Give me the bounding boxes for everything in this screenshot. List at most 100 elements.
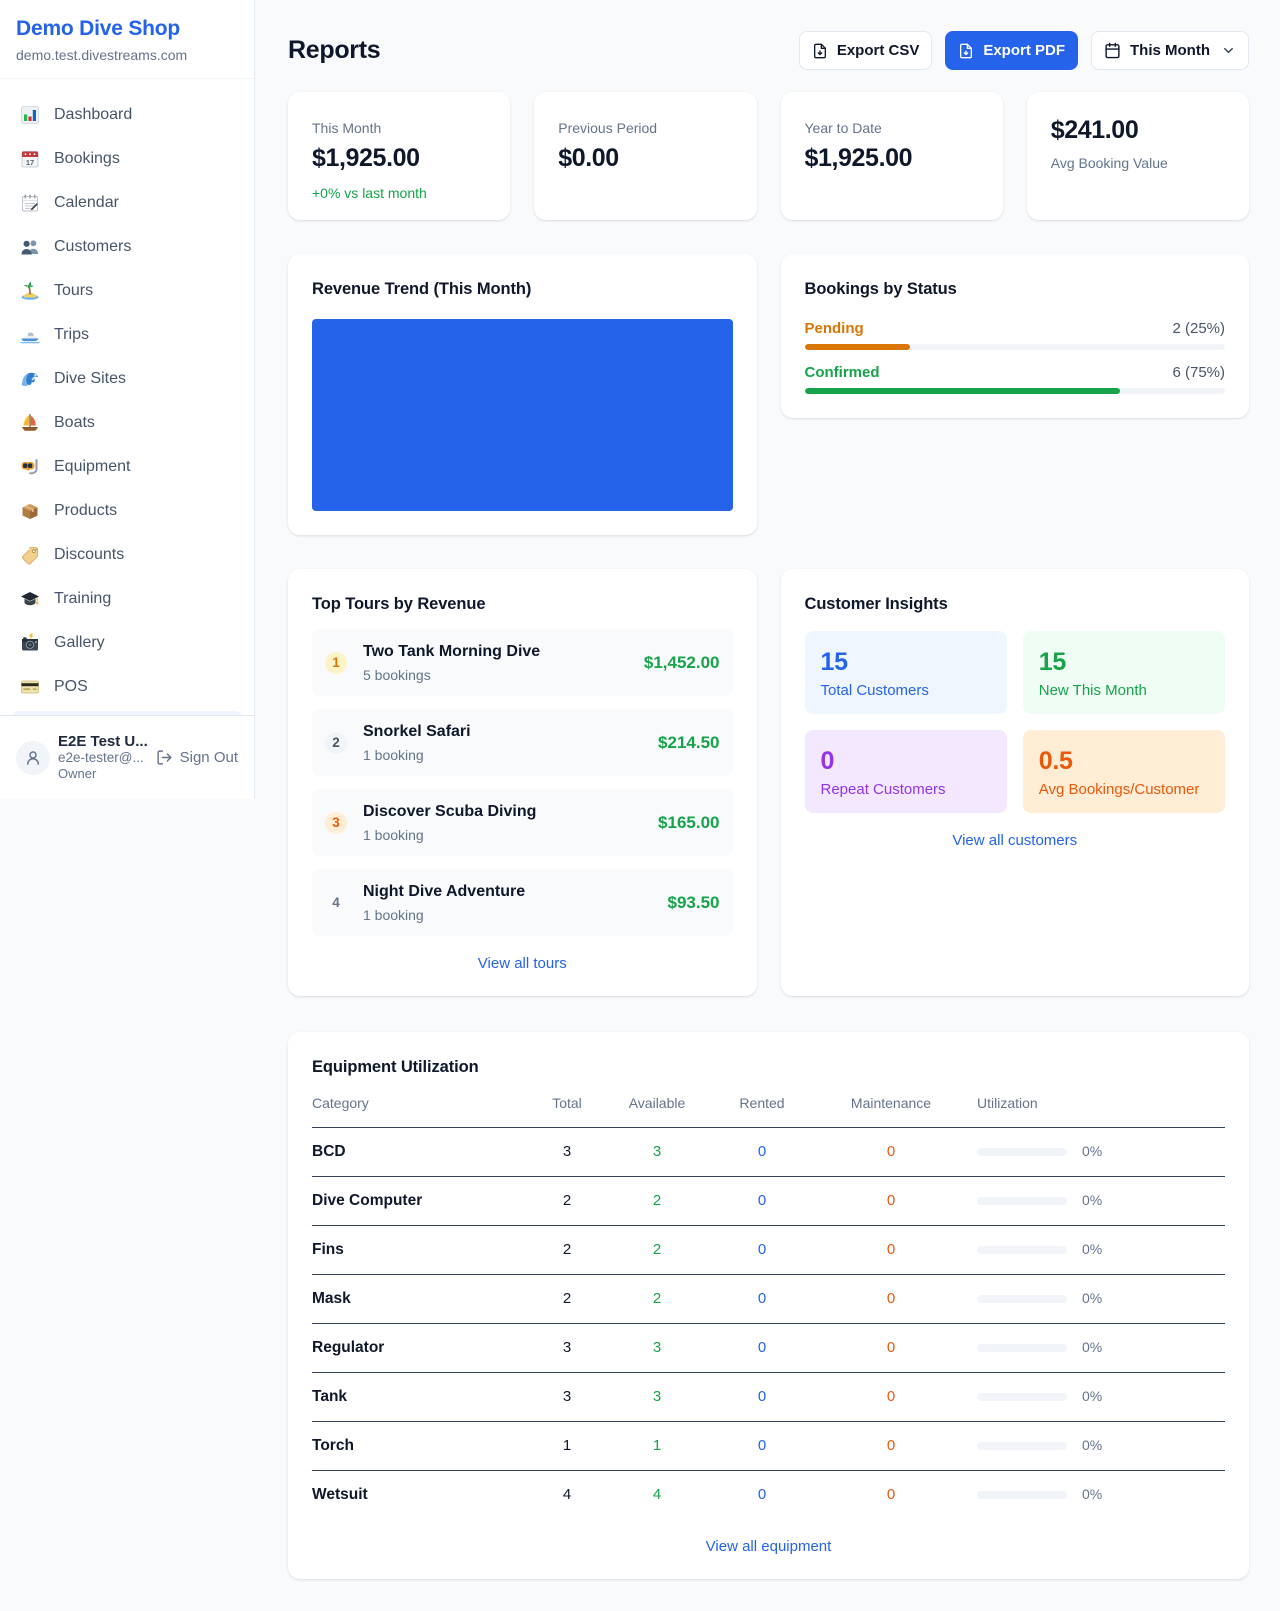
insight-tile-avg-bookings: 0.5 Avg Bookings/Customer [1022, 730, 1225, 813]
equipment-category: Regulator [312, 1323, 512, 1373]
tour-meta: Two Tank Morning Dive 5 bookings [363, 642, 628, 684]
sidebar-item-boats[interactable]: Boats [11, 403, 243, 443]
equipment-utilization-cell: 0% [950, 1176, 1225, 1226]
tour-row: 3 Discover Scuba Diving 1 booking $165.0… [312, 789, 733, 856]
revenue-trend-chart [312, 319, 733, 511]
insight-value: 0.5 [1038, 747, 1073, 775]
status-bar-fill [804, 344, 910, 350]
stat-card-year-to-date: Year to Date $1,925.00 [780, 92, 1003, 220]
insight-value: 0 [820, 747, 835, 775]
equipment-utilization-cell: 0% [950, 1274, 1225, 1324]
insight-grid: 15 Total Customers 15 New This Month 0 R… [804, 631, 1225, 813]
insight-label: Avg Bookings/Customer [1038, 781, 1200, 798]
stat-card-previous-period: Previous Period $0.00 [534, 92, 757, 220]
stat-value: $1,925.00 [312, 144, 420, 172]
sidebar-item-dashboard[interactable]: Dashboard [11, 95, 243, 135]
equipment-category: Tank [312, 1372, 512, 1422]
sidebar-item-gallery[interactable]: Gallery [11, 623, 243, 663]
equipment-rented: 0 [692, 1274, 832, 1324]
equipment-total: 1 [512, 1421, 622, 1471]
sidebar-item-label: Gallery [54, 634, 105, 651]
util-wrap: 0% [977, 1191, 1225, 1210]
util-wrap: 0% [977, 1436, 1225, 1455]
equipment-row: Dive Computer 2 2 0 0 0% [312, 1176, 1225, 1226]
sidebar-item-label: Dive Sites [54, 370, 127, 387]
insight-label: Total Customers [820, 682, 929, 699]
equipment-total: 2 [512, 1176, 622, 1226]
sidebar-item-products[interactable]: Products [11, 491, 243, 531]
equipment-row: Regulator 3 3 0 0 0% [312, 1323, 1225, 1373]
period-selector[interactable]: This Month [1091, 31, 1249, 70]
stat-label: This Month [312, 120, 382, 136]
status-row-confirmed: Confirmed 6 (75%) [804, 364, 1225, 394]
util-wrap: 0% [977, 1485, 1225, 1504]
top-tours-card: Top Tours by Revenue 1 Two Tank Morning … [288, 569, 757, 996]
equipment-row: BCD 3 3 0 0 0% [312, 1127, 1225, 1177]
sidebar-item-reports[interactable] [11, 711, 243, 715]
sign-out-button[interactable]: Sign Out [156, 749, 238, 766]
column-header-category: Category [312, 1094, 512, 1128]
utilization-percent: 0% [1082, 1143, 1103, 1159]
sidebar-item-equipment[interactable]: Equipment [11, 447, 243, 487]
sidebar-item-label: Bookings [54, 150, 120, 167]
stat-label: Previous Period [558, 120, 658, 136]
stat-value: $241.00 [1050, 116, 1139, 144]
export-csv-button[interactable]: Export CSV [798, 31, 933, 70]
view-all-customers-link[interactable]: View all customers [805, 832, 1226, 849]
sidebar-item-label: Boats [54, 414, 95, 431]
utilization-bar-track [977, 1196, 1067, 1205]
sidebar-item-label: Training [54, 590, 112, 607]
tour-revenue: $214.50 [658, 732, 720, 752]
insight-value: 15 [820, 648, 849, 676]
export-pdf-button[interactable]: Export PDF [945, 31, 1079, 70]
status-bar-fill [804, 388, 1120, 394]
equipment-row: Torch 1 1 0 0 0% [312, 1421, 1225, 1471]
utilization-bar-track [977, 1147, 1067, 1156]
sidebar-item-bookings[interactable]: 17 Bookings [11, 139, 243, 179]
sidebar-item-discounts[interactable]: Discounts [11, 535, 243, 575]
sidebar-item-customers[interactable]: Customers [11, 227, 243, 267]
stat-value: $1,925.00 [804, 144, 913, 172]
equipment-total: 3 [512, 1127, 622, 1177]
sidebar-item-pos[interactable]: POS [11, 667, 243, 707]
utilization-percent: 0% [1082, 1241, 1103, 1257]
user-info: E2E Test U... e2e-tester@... Owner [58, 733, 148, 782]
mid-row: Top Tours by Revenue 1 Two Tank Morning … [288, 569, 1249, 996]
sidebar-item-trips[interactable]: Trips [11, 315, 243, 355]
equipment-category: Fins [312, 1225, 512, 1275]
tour-meta: Night Dive Adventure 1 booking [363, 882, 652, 924]
insight-label: Repeat Customers [820, 781, 946, 798]
equipment-total: 2 [512, 1225, 622, 1275]
tour-meta: Discover Scuba Diving 1 booking [363, 802, 642, 844]
column-header-rented: Rented [692, 1094, 832, 1128]
top-tours-title: Top Tours by Revenue [312, 595, 486, 613]
tour-bookings: 1 booking [363, 906, 424, 923]
utilization-bar-track [977, 1392, 1067, 1401]
utilization-bar-track [977, 1343, 1067, 1352]
utilization-bar-track [977, 1490, 1067, 1499]
insight-label: New This Month [1038, 682, 1147, 699]
sidebar-item-label: Tours [54, 282, 94, 299]
util-wrap: 0% [977, 1289, 1225, 1308]
sidebar-item-dive-sites[interactable]: Dive Sites [11, 359, 243, 399]
calendar-icon [1105, 42, 1120, 59]
column-header-maintenance: Maintenance [832, 1094, 950, 1128]
view-all-tours-link[interactable]: View all tours [312, 955, 733, 972]
log-out-icon [157, 750, 172, 765]
sidebar-item-label: Customers [54, 238, 132, 255]
sidebar-item-training[interactable]: Training [11, 579, 243, 619]
sidebar-item-calendar[interactable]: Calendar [11, 183, 243, 223]
equipment-available: 4 [652, 1486, 662, 1503]
utilization-percent: 0% [1082, 1339, 1103, 1355]
utilization-bar-track [977, 1245, 1067, 1254]
tour-bookings: 1 booking [363, 746, 424, 763]
equipment-rented: 0 [692, 1127, 832, 1177]
equipment-maintenance: 0 [886, 1486, 896, 1503]
status-count: 2 (25%) [1172, 320, 1225, 337]
view-all-equipment-link[interactable]: View all equipment [312, 1538, 1225, 1555]
sidebar-item-tours[interactable]: Tours [11, 271, 243, 311]
insight-tile-new-this-month: 15 New This Month [1022, 631, 1225, 714]
equipment-utilization-cell: 0% [950, 1471, 1225, 1520]
tour-revenue: $93.50 [667, 892, 720, 912]
chevron-down-icon [1224, 47, 1233, 54]
